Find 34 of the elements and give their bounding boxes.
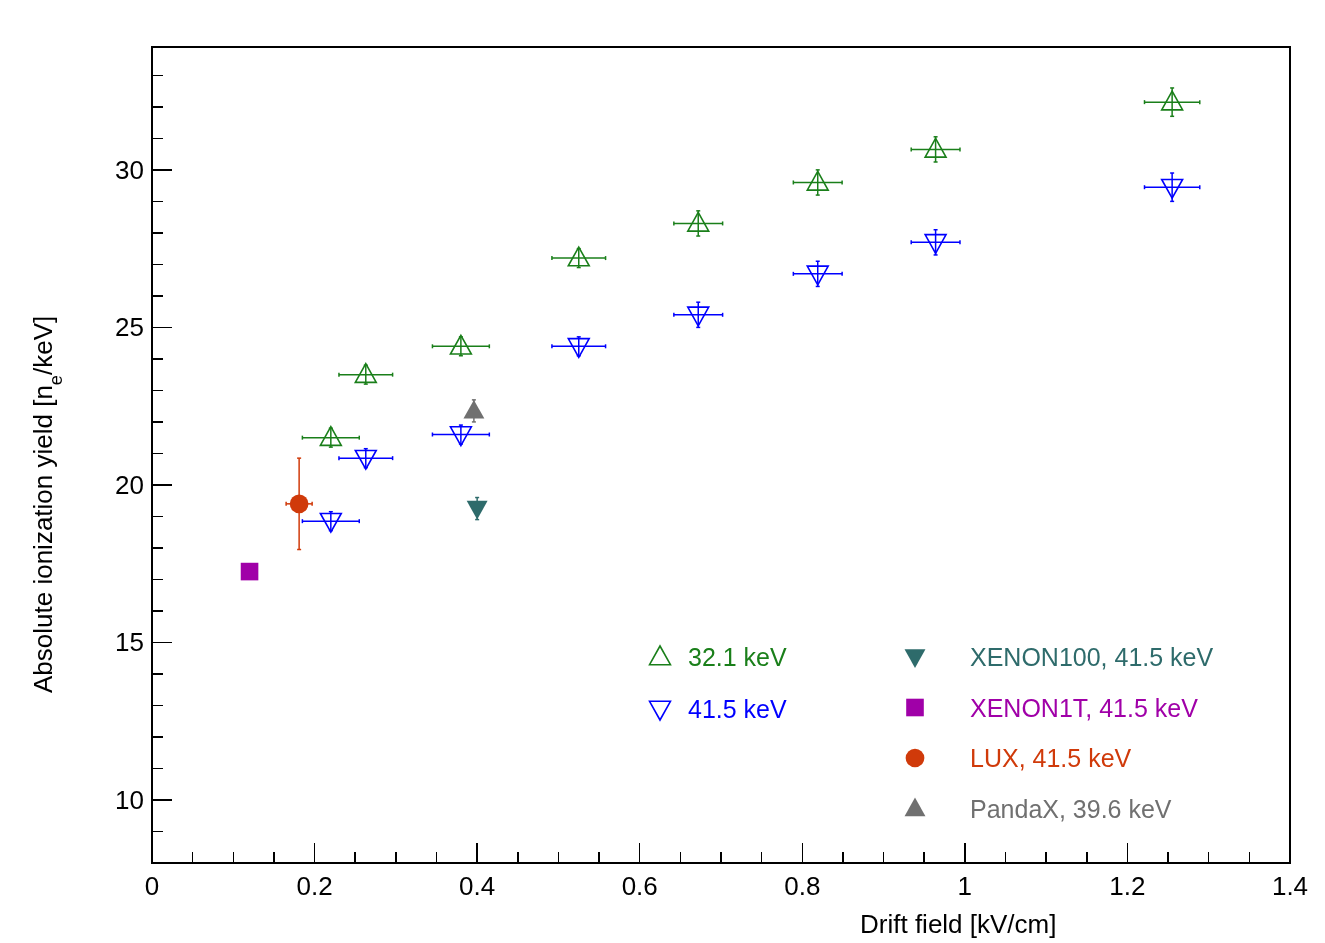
point xyxy=(354,362,378,384)
legend-label: LUX, 41.5 keV xyxy=(970,744,1132,772)
x-tick-label: 0.4 xyxy=(459,871,496,901)
legend-label: XENON100, 41.5 keV xyxy=(970,643,1214,671)
legend-label: 41.5 keV xyxy=(688,695,788,723)
x-tick-label: 1 xyxy=(957,871,973,901)
legend-label: 32.1 keV xyxy=(688,643,788,671)
point xyxy=(354,449,378,470)
legend-label: XENON1T, 41.5 keV xyxy=(970,693,1199,722)
point xyxy=(319,425,343,447)
x-tick-label: 0 xyxy=(144,871,160,901)
point xyxy=(319,512,343,533)
x-tick-label: 0.8 xyxy=(784,871,821,901)
point xyxy=(466,500,488,520)
point xyxy=(289,494,309,514)
point xyxy=(1160,90,1184,111)
point xyxy=(806,170,829,191)
y-tick-label: 25 xyxy=(115,312,144,343)
point xyxy=(449,334,473,355)
x-tick-label: 1.4 xyxy=(1271,871,1309,901)
y-tick-label: 20 xyxy=(115,469,144,500)
x-axis-title: Drift field [kV/cm] xyxy=(860,909,1057,939)
x-tick-label: 1.2 xyxy=(1109,871,1146,901)
point xyxy=(567,246,590,267)
legend-label: PandaX, 39.6 keV xyxy=(970,794,1172,823)
point xyxy=(686,211,710,232)
y-tick-label: 15 xyxy=(115,627,144,658)
y-tick-label: 30 xyxy=(115,154,144,185)
x-tick-label: 0.2 xyxy=(296,871,333,901)
point xyxy=(924,137,947,158)
point xyxy=(463,399,485,419)
y-tick-label: 10 xyxy=(115,784,144,815)
point xyxy=(240,562,259,581)
x-tick-label: 0.6 xyxy=(621,871,658,901)
